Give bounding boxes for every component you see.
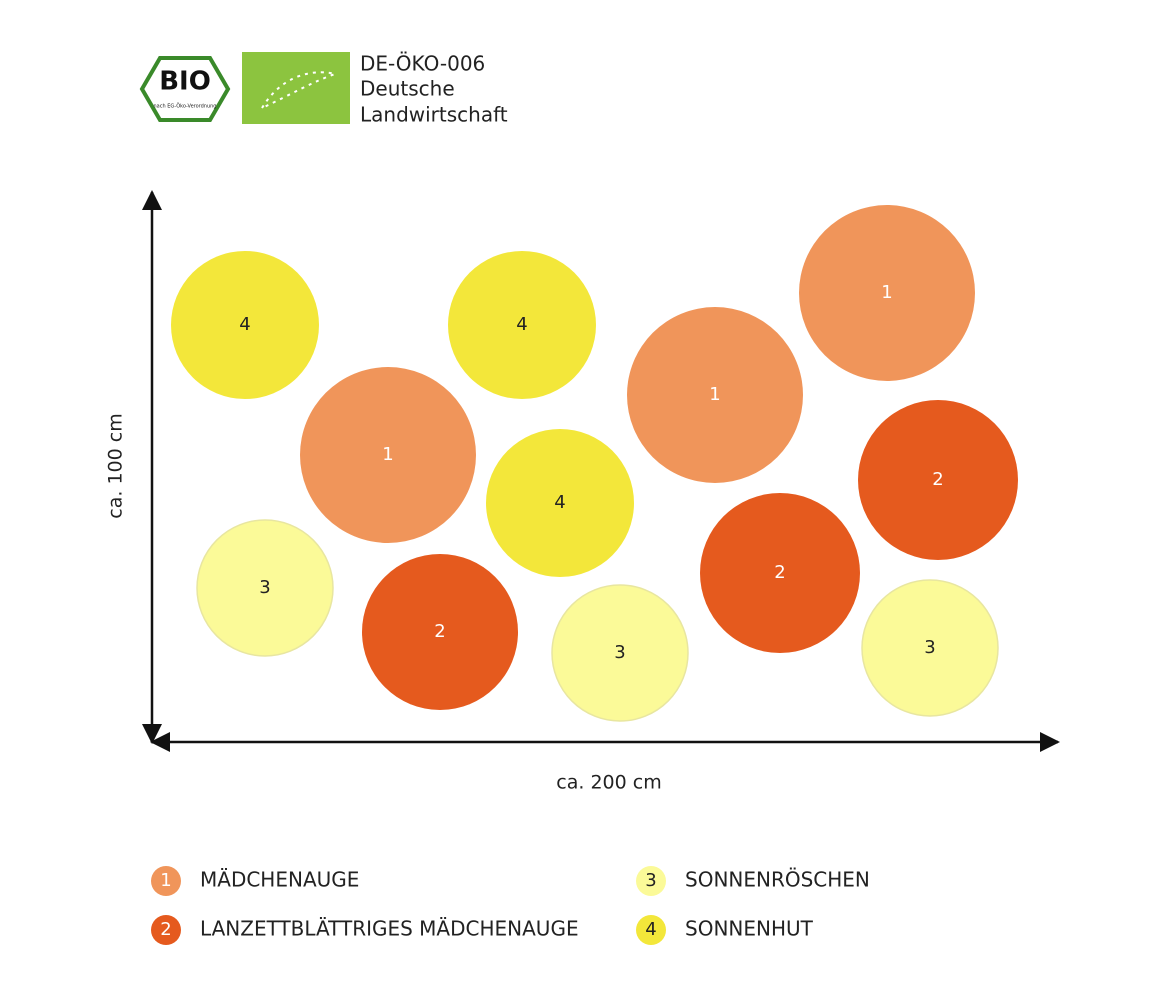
plant-number: 1 <box>709 384 720 405</box>
plant-number: 2 <box>932 469 943 490</box>
plant-circle <box>551 584 689 722</box>
legend: 1 MÄDCHENAUGE 2 LANZETTBLÄTTRIGES MÄDCHENAU… <box>151 866 870 945</box>
plant-number: 4 <box>239 314 250 335</box>
bio-logo-text: BIO <box>159 67 211 97</box>
planting-plan: 4 4 1 1 1 4 2 3 2 2 3 3 <box>171 205 1018 722</box>
plant-circle <box>300 367 476 543</box>
legend-number: 2 <box>160 919 171 940</box>
plant-circle <box>700 493 860 653</box>
legend-swatch <box>636 866 666 896</box>
plant-number: 3 <box>259 577 270 598</box>
cert-origin: Landwirtschaft <box>360 103 508 127</box>
plant-circle <box>362 554 518 710</box>
legend-swatch <box>636 915 666 945</box>
plant-number: 3 <box>614 642 625 663</box>
plant-number: 4 <box>554 492 565 513</box>
plant-circle <box>858 400 1018 560</box>
bio-logo-note: nach EG-Öko-Verordnung <box>154 103 217 110</box>
legend-swatch <box>151 915 181 945</box>
plant-circle <box>486 429 634 577</box>
plant-circle <box>627 307 803 483</box>
legend-name: MÄDCHENAUGE <box>200 868 359 892</box>
plant-circle <box>196 519 334 657</box>
legend-swatch <box>151 866 181 896</box>
plant-circle <box>861 579 999 717</box>
cert-code: DE-ÖKO-006 <box>360 52 485 76</box>
plant-number: 4 <box>516 314 527 335</box>
legend-number: 1 <box>160 870 171 891</box>
plant-number: 1 <box>382 444 393 465</box>
y-axis-label: ca. 100 cm <box>105 413 127 518</box>
plant-circle <box>171 251 319 399</box>
eu-organic-logo <box>242 52 350 124</box>
plant-circle <box>799 205 975 381</box>
plant-number: 1 <box>881 282 892 303</box>
plant-number: 3 <box>924 637 935 658</box>
bio-logo: BIO nach EG-Öko-Verordnung <box>139 56 231 122</box>
plant-number: 2 <box>774 562 785 583</box>
legend-name: LANZETTBLÄTTRIGES MÄDCHENAUGE <box>200 917 579 941</box>
plant-circle <box>448 251 596 399</box>
plant-number: 2 <box>434 621 445 642</box>
legend-number: 3 <box>645 870 656 891</box>
cert-origin: Deutsche <box>360 77 455 101</box>
legend-number: 4 <box>645 919 656 940</box>
legend-name: SONNENHUT <box>685 917 814 941</box>
x-axis-label: ca. 200 cm <box>556 772 661 794</box>
legend-name: SONNENRÖSCHEN <box>685 868 870 892</box>
